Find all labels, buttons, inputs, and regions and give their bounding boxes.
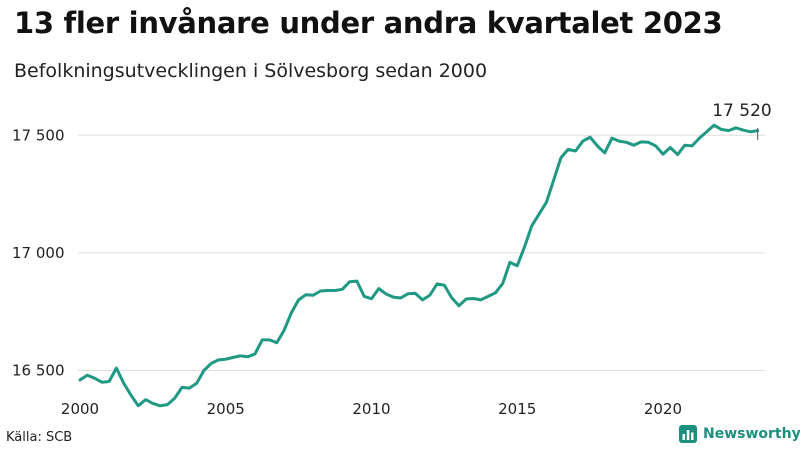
x-axis-ticks: 2000 2005 2010 2015 2020: [61, 400, 682, 418]
brand-logo[interactable]: Newsworthy: [679, 425, 800, 443]
x-tick-label: 2010: [352, 400, 390, 418]
x-tick-label: 2005: [207, 400, 245, 418]
annotation-layer: 17 520: [712, 101, 772, 140]
x-tick-label: 2000: [61, 400, 99, 418]
y-axis-ticks: 16 500 17 000 17 500: [12, 126, 65, 379]
brand-name: Newsworthy: [703, 426, 800, 442]
chart-subtitle: Befolkningsutvecklingen i Sölvesborg sed…: [14, 60, 488, 82]
x-tick-label: 2020: [644, 400, 682, 418]
chart-title: 13 fler invånare under andra kvartalet 2…: [14, 6, 723, 40]
series-layer: [78, 123, 760, 408]
x-tick-label: 2015: [498, 400, 536, 418]
bar-chart-icon: [679, 425, 697, 443]
y-tick-label: 17 000: [12, 244, 65, 262]
y-tick-label: 16 500: [12, 361, 65, 379]
annotation-label: 17 520: [712, 101, 771, 121]
y-tick-label: 17 500: [12, 126, 65, 144]
grid-lines: [78, 134, 765, 371]
source-label: Källa: SCB: [6, 430, 73, 445]
population-series-line: [78, 123, 760, 408]
